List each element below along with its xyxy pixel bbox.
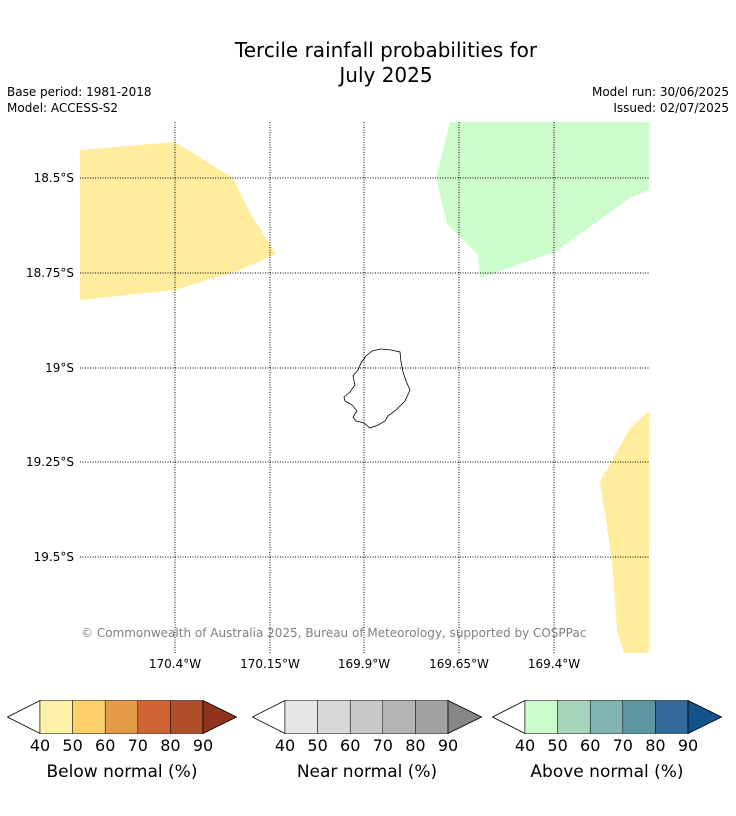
colorbar-ticks: 40 50 60 70 80 90	[492, 736, 722, 756]
colorbar-segment	[557, 700, 591, 734]
colorbar-segment	[317, 700, 351, 734]
colorbar-tick-label: 90	[192, 736, 214, 755]
colorbar-tick-label: 50	[547, 736, 568, 755]
lat-label: 19.25°S	[26, 455, 74, 469]
base-period: Base period: 1981-2018	[7, 85, 152, 99]
lat-label: 18.75°S	[26, 266, 74, 280]
model-run: Model run: 30/06/2025	[591, 85, 729, 99]
below-normal-region-northwest	[80, 142, 276, 300]
colorbar-segment	[524, 700, 558, 734]
lat-label: 18.5°S	[33, 171, 74, 185]
colorbar-segment	[382, 700, 416, 734]
copyright-notice: © Commonwealth of Australia 2025, Bureau…	[81, 626, 587, 640]
island-coastline	[343, 348, 411, 429]
colorbar-segment	[104, 700, 139, 734]
issued-date: Issued: 02/07/2025	[613, 101, 729, 115]
colorbar-tick-label: 40	[274, 736, 296, 755]
colorbar-extend-low	[7, 700, 41, 734]
colorbar-tick-label: 70	[127, 736, 148, 755]
colorbar-title: Above normal (%)	[530, 762, 684, 782]
colorbar-segment	[349, 700, 384, 734]
colorbar-segment	[137, 700, 171, 734]
colorbar-extend-high	[687, 700, 722, 734]
below-normal-region-southeast	[600, 411, 649, 653]
colorbar-segment	[655, 700, 689, 734]
colorbar-near-normal: 40 50 60 70 80 90 Near normal (%)	[252, 700, 482, 782]
colorbar-segment	[589, 700, 624, 734]
colorbar-extend-high	[447, 700, 482, 734]
colorbar-strip	[492, 700, 722, 734]
colorbar-segment	[170, 700, 204, 734]
colorbar-segment	[72, 700, 106, 734]
colorbar-above-normal: 40 50 60 70 80 90 Above normal (%)	[492, 700, 722, 782]
colorbar-below-normal: 40 50 60 70 80 90 Below normal (%)	[7, 700, 237, 782]
colorbar-tick-label: 80	[160, 736, 181, 755]
colorbar-tick-label: 80	[645, 736, 666, 755]
colorbar-segment	[39, 700, 73, 734]
colorbar-extend-low	[252, 700, 286, 734]
colorbar-tick-label: 70	[372, 736, 393, 755]
colorbar-segment	[622, 700, 656, 734]
lon-label: 169.9°W	[337, 657, 391, 671]
colorbar-tick-label: 90	[437, 736, 459, 755]
above-normal-region-northeast	[436, 122, 649, 278]
colorbar-strip	[7, 700, 237, 734]
colorbar-strip	[252, 700, 482, 734]
colorbar-ticks: 40 50 60 70 80 90	[7, 736, 237, 756]
colorbar-segment	[415, 700, 449, 734]
lon-label: 169.65°W	[429, 657, 489, 671]
colorbar-ticks: 40 50 60 70 80 90	[252, 736, 482, 756]
lon-label: 170.15°W	[240, 657, 300, 671]
colorbar-tick-label: 80	[405, 736, 426, 755]
colorbar-title: Below normal (%)	[46, 762, 198, 782]
title-line-2: July 2025	[339, 63, 433, 87]
lon-label: 170.4°W	[148, 657, 202, 671]
meta-left: Base period: 1981-2018 Model: ACCESS-S2	[7, 84, 152, 116]
colorbar-tick-label: 90	[677, 736, 699, 755]
title-line-1: Tercile rainfall probabilities for	[234, 38, 538, 62]
colorbar-tick-label: 60	[95, 736, 116, 755]
colorbar-tick-label: 50	[307, 736, 328, 755]
map-title: Tercile rainfall probabilities for July …	[0, 38, 736, 88]
lat-label: 19°S	[45, 361, 74, 375]
colorbar-tick-label: 70	[612, 736, 633, 755]
colorbar-tick-label: 60	[340, 736, 361, 755]
lat-label: 19.5°S	[33, 550, 74, 564]
colorbar-title: Near normal (%)	[296, 762, 438, 782]
meta-right: Model run: 30/06/2025 Issued: 02/07/2025	[592, 84, 729, 116]
colorbar-tick-label: 40	[514, 736, 536, 755]
colorbar-tick-label: 50	[62, 736, 83, 755]
colorbar-tick-label: 40	[29, 736, 51, 755]
lon-label: 169.4°W	[527, 657, 581, 671]
colorbar-tick-label: 60	[580, 736, 601, 755]
probability-regions	[80, 122, 649, 653]
colorbar-extend-high	[202, 700, 237, 734]
colorbar-extend-low	[492, 700, 526, 734]
graticule	[80, 122, 649, 653]
colorbar-segment	[284, 700, 318, 734]
model-name: Model: ACCESS-S2	[7, 101, 119, 115]
